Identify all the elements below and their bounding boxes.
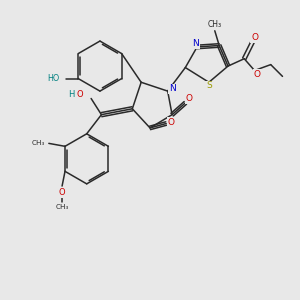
Text: O: O <box>254 70 261 79</box>
Text: CH₃: CH₃ <box>56 204 69 210</box>
Text: H: H <box>68 90 74 99</box>
Text: O: O <box>251 33 258 42</box>
Text: O: O <box>76 90 83 99</box>
Text: CH₃: CH₃ <box>32 140 45 146</box>
Text: N: N <box>192 40 199 49</box>
Text: N: N <box>169 84 176 93</box>
Text: O: O <box>185 94 192 103</box>
Text: O: O <box>168 118 175 127</box>
Text: O: O <box>59 188 65 197</box>
Text: CH₃: CH₃ <box>208 20 222 29</box>
Text: S: S <box>206 81 212 90</box>
Text: HO: HO <box>47 74 59 83</box>
